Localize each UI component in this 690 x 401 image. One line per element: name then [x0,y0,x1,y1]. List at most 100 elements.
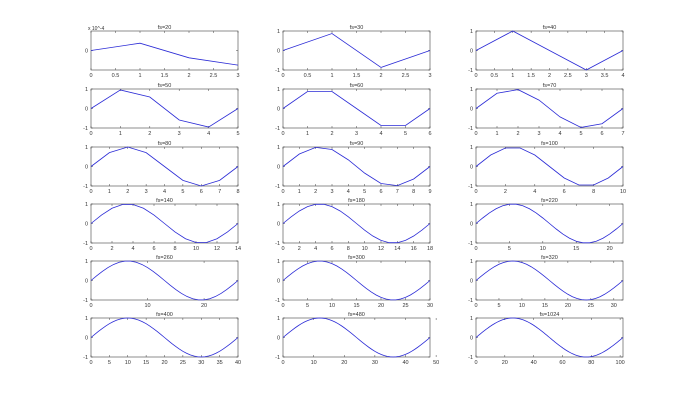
x-tick-label: 1 [306,131,309,137]
series-line [475,30,624,71]
y-tick-label: 1 [277,202,280,208]
x-tick-label: 2 [379,73,382,79]
subplot-2: fs=300 0.5 1 1.5 2 2.5 3-101 [275,25,431,79]
x-tick-label: 0 [89,189,92,195]
x-tick-label: 30 [372,360,378,366]
subplot-title: fs=20 [158,25,172,31]
y-tick-label: -1 [83,355,88,361]
y-tick-label: 0 [277,222,280,228]
x-tick-label: 25 [402,303,408,309]
subplot-title: fs=320 [541,255,558,261]
x-tick-label: 14 [394,246,400,252]
y-tick-label: -1 [83,241,88,247]
x-tick-label: 1.5 [527,73,535,79]
y-tick-label: 1 [470,145,473,151]
x-tick-label: 0 [281,73,284,79]
y-tick-label: -1 [83,184,88,190]
y-tick-label: 1 [85,145,88,151]
x-tick-label: 2 [516,131,519,137]
x-tick-label: 1 [511,73,514,79]
x-tick-label: 10 [540,246,546,252]
x-tick-label: 7 [621,131,624,137]
y-tick-label: 1 [277,316,280,322]
x-tick-label: 60 [559,360,565,366]
series-line [475,317,624,358]
y-tick-label: 0 [85,49,88,55]
series-line [90,317,239,358]
x-tick-label: 3 [145,189,148,195]
subplot-title: fs=180 [348,198,365,204]
x-tick-label: 5 [363,189,366,195]
y-tick-label: -1 [468,241,473,247]
y-tick-label: 1 [277,87,280,93]
x-tick-label: 16 [411,246,417,252]
subplot-title: fs=1024 [540,312,560,318]
x-tick-label: 40 [235,360,241,366]
subplot-title: fs=300 [348,255,365,261]
x-tick-label: 20 [378,303,384,309]
x-tick-label: 40 [531,360,537,366]
x-tick-label: 4 [621,73,624,79]
x-tick-label: 3 [428,73,431,79]
x-tick-label: 2 [504,189,507,195]
y-tick-label: 0 [470,222,473,228]
x-tick-label: 5 [508,246,511,252]
y-tick-label: 0 [85,107,88,113]
x-tick-label: 8 [236,189,239,195]
series-line [90,146,239,187]
y-tick-label: -1 [275,184,280,190]
x-tick-label: 20 [161,360,167,366]
series-line [282,203,431,244]
x-tick-label: 0.5 [304,73,312,79]
y-tick-label: -1 [275,68,280,74]
x-tick-label: 5 [108,360,111,366]
y-tick-label: 0 [470,107,473,113]
x-tick-label: 1 [495,131,498,137]
x-tick-label: 80 [588,360,594,366]
x-tick-label: 6 [428,131,431,137]
y-tick-label: 1 [85,87,88,93]
x-tick-label: 1 [330,73,333,79]
x-tick-label: 25 [588,303,594,309]
x-tick-label: 4 [207,131,210,137]
x-tick-label: 4 [163,189,166,195]
subplot-title: fs=30 [350,25,364,31]
x-tick-label: 25 [180,360,186,366]
x-tick-label: 20 [341,360,347,366]
x-tick-label: 3.5 [601,73,609,79]
series-line [90,42,239,66]
x-tick-label: 2 [314,189,317,195]
x-tick-label: 12 [378,246,384,252]
x-tick-label: 0.5 [112,73,120,79]
x-tick-label: 2.5 [564,73,572,79]
x-tick-label: 14 [235,246,241,252]
y-tick-label: 1 [277,29,280,35]
x-tick-label: 0 [281,131,284,137]
x-tick-label: 3 [537,131,540,137]
x-tick-label: 30 [427,303,433,309]
x-tick-label: 0 [281,303,284,309]
y-tick-label: -1 [468,184,473,190]
x-tick-label: 100 [616,360,625,366]
x-tick-label: 3 [355,131,358,137]
x-tick-label: 0 [474,131,477,137]
x-tick-label: 5 [306,303,309,309]
x-tick-label: 8 [347,246,350,252]
x-tick-label: 6 [563,189,566,195]
x-tick-label: 20 [502,360,508,366]
x-tick-label: 35 [217,360,223,366]
y-tick-label: -1 [468,298,473,304]
x-tick-label: 30 [198,360,204,366]
y-tick-label: 0 [277,336,280,342]
y-tick-label: -1 [468,126,473,132]
subplot-title: fs=100 [541,141,558,147]
y-tick-label: 1 [470,316,473,322]
x-tick-label: 15 [573,246,579,252]
y-tick-label: 1 [470,87,473,93]
